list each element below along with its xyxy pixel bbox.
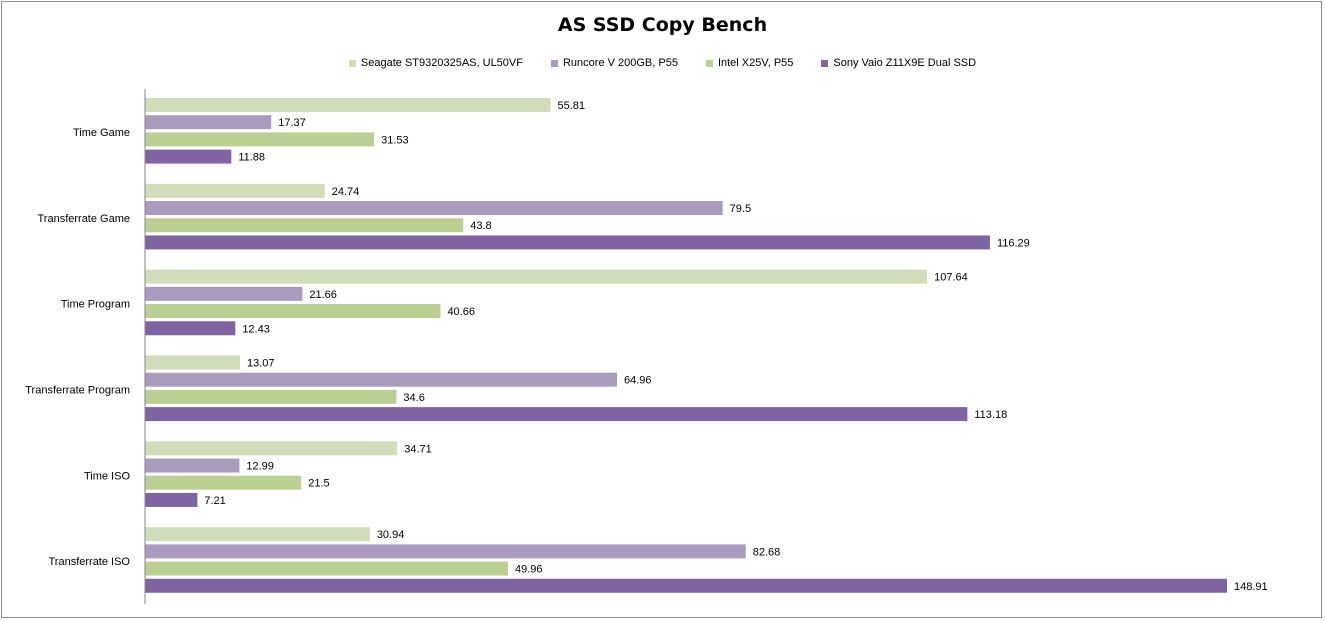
data-label-intel-x25v-p55-transferrate-game: 43.8 — [470, 220, 491, 232]
bar-sony-vaio-z11x9e-dual-ssd-time-iso — [145, 492, 198, 507]
data-label-seagate-st9320325as-ul50vf-transferrate-program: 13.07 — [247, 358, 275, 370]
data-label-seagate-st9320325as-ul50vf-time-program: 107.64 — [934, 272, 968, 284]
data-label-runcore-v-200gb-p55-time-game: 17.37 — [278, 117, 306, 129]
legend-swatch-intel — [705, 59, 713, 67]
legend-label-runcore: Runcore V 200GB, P55 — [562, 57, 678, 69]
data-label-sony-vaio-z11x9e-dual-ssd-time-program: 12.43 — [242, 323, 270, 335]
chart-legend: Seagate ST9320325AS, UL50VF Runcore V 20… — [2, 57, 1323, 69]
bar-seagate-st9320325as-ul50vf-time-iso — [145, 441, 398, 456]
bar-runcore-v-200gb-p55-transferrate-game — [145, 201, 723, 216]
data-label-runcore-v-200gb-p55-time-program: 21.66 — [309, 289, 337, 301]
bar-sony-vaio-z11x9e-dual-ssd-time-program — [145, 321, 236, 336]
bar-runcore-v-200gb-p55-time-program — [145, 286, 303, 301]
category-label-transferrate-iso: Transferrate ISO — [48, 556, 130, 568]
bar-sony-vaio-z11x9e-dual-ssd-transferrate-game — [145, 235, 990, 250]
data-label-sony-vaio-z11x9e-dual-ssd-transferrate-iso: 148.91 — [1234, 581, 1268, 593]
bar-sony-vaio-z11x9e-dual-ssd-transferrate-program — [145, 407, 968, 422]
bar-intel-x25v-p55-transferrate-iso — [145, 561, 509, 576]
chart-title: AS SSD Copy Bench — [557, 14, 768, 36]
data-label-intel-x25v-p55-transferrate-program: 34.6 — [403, 392, 424, 404]
data-label-intel-x25v-p55-time-program: 40.66 — [447, 306, 475, 318]
category-label-time-game: Time Game — [73, 127, 130, 139]
data-label-intel-x25v-p55-time-game: 31.53 — [381, 134, 409, 146]
data-label-runcore-v-200gb-p55-transferrate-program: 64.96 — [624, 375, 652, 387]
legend-label-intel: Intel X25V, P55 — [717, 57, 794, 69]
category-label-transferrate-game: Transferrate Game — [37, 213, 130, 225]
data-label-sony-vaio-z11x9e-dual-ssd-transferrate-game: 116.29 — [997, 237, 1030, 249]
legend-label-seagate: Seagate ST9320325AS, UL50VF — [360, 57, 523, 69]
data-label-intel-x25v-p55-transferrate-iso: 49.96 — [515, 564, 543, 576]
data-label-sony-vaio-z11x9e-dual-ssd-transferrate-program: 113.18 — [974, 409, 1007, 421]
bar-runcore-v-200gb-p55-transferrate-iso — [145, 544, 746, 559]
bar-seagate-st9320325as-ul50vf-transferrate-iso — [145, 527, 370, 542]
bar-intel-x25v-p55-transferrate-game — [145, 218, 464, 233]
bar-intel-x25v-p55-transferrate-program — [145, 389, 397, 404]
data-label-sony-vaio-z11x9e-dual-ssd-time-game: 11.88 — [238, 152, 265, 164]
category-label-transferrate-program: Transferrate Program — [25, 384, 130, 396]
category-label-time-iso: Time ISO — [84, 470, 130, 482]
legend-label-sony: Sony Vaio Z11X9E Dual SSD — [833, 57, 977, 69]
legend-item-runcore: Runcore V 200GB, P55 — [550, 57, 678, 69]
data-label-intel-x25v-p55-time-iso: 21.5 — [308, 478, 329, 490]
bar-intel-x25v-p55-time-game — [145, 132, 375, 147]
data-label-seagate-st9320325as-ul50vf-transferrate-game: 24.74 — [332, 186, 360, 198]
data-label-runcore-v-200gb-p55-time-iso: 12.99 — [246, 461, 274, 473]
bar-seagate-st9320325as-ul50vf-time-game — [145, 98, 551, 112]
bar-runcore-v-200gb-p55-time-game — [145, 115, 272, 130]
data-label-seagate-st9320325as-ul50vf-time-game: 55.81 — [558, 100, 586, 112]
data-label-seagate-st9320325as-ul50vf-transferrate-iso: 30.94 — [377, 529, 405, 541]
bar-seagate-st9320325as-ul50vf-time-program — [145, 269, 928, 284]
bar-intel-x25v-p55-time-program — [145, 304, 441, 319]
category-label-time-program: Time Program — [61, 299, 130, 311]
legend-swatch-runcore — [550, 59, 558, 67]
legend-item-sony: Sony Vaio Z11X9E Dual SSD — [821, 57, 976, 69]
bar-seagate-st9320325as-ul50vf-transferrate-game — [145, 183, 325, 198]
data-label-runcore-v-200gb-p55-transferrate-game: 79.5 — [730, 203, 751, 215]
legend-swatch-seagate — [348, 59, 356, 67]
bar-sony-vaio-z11x9e-dual-ssd-transferrate-iso — [145, 578, 1227, 593]
bar-sony-vaio-z11x9e-dual-ssd-time-game — [145, 149, 232, 164]
legend-item-seagate: Seagate ST9320325AS, UL50VF — [348, 57, 523, 69]
bar-seagate-st9320325as-ul50vf-transferrate-program — [145, 355, 240, 370]
bar-runcore-v-200gb-p55-transferrate-program — [145, 372, 618, 387]
legend-item-intel: Intel X25V, P55 — [705, 57, 794, 69]
bar-runcore-v-200gb-p55-time-iso — [145, 458, 240, 473]
data-label-runcore-v-200gb-p55-transferrate-iso: 82.68 — [753, 546, 781, 558]
bar-intel-x25v-p55-time-iso — [145, 475, 302, 490]
data-label-sony-vaio-z11x9e-dual-ssd-time-iso: 7.21 — [204, 495, 225, 507]
legend-swatch-sony — [821, 59, 829, 67]
data-label-seagate-st9320325as-ul50vf-time-iso: 34.71 — [404, 443, 432, 455]
